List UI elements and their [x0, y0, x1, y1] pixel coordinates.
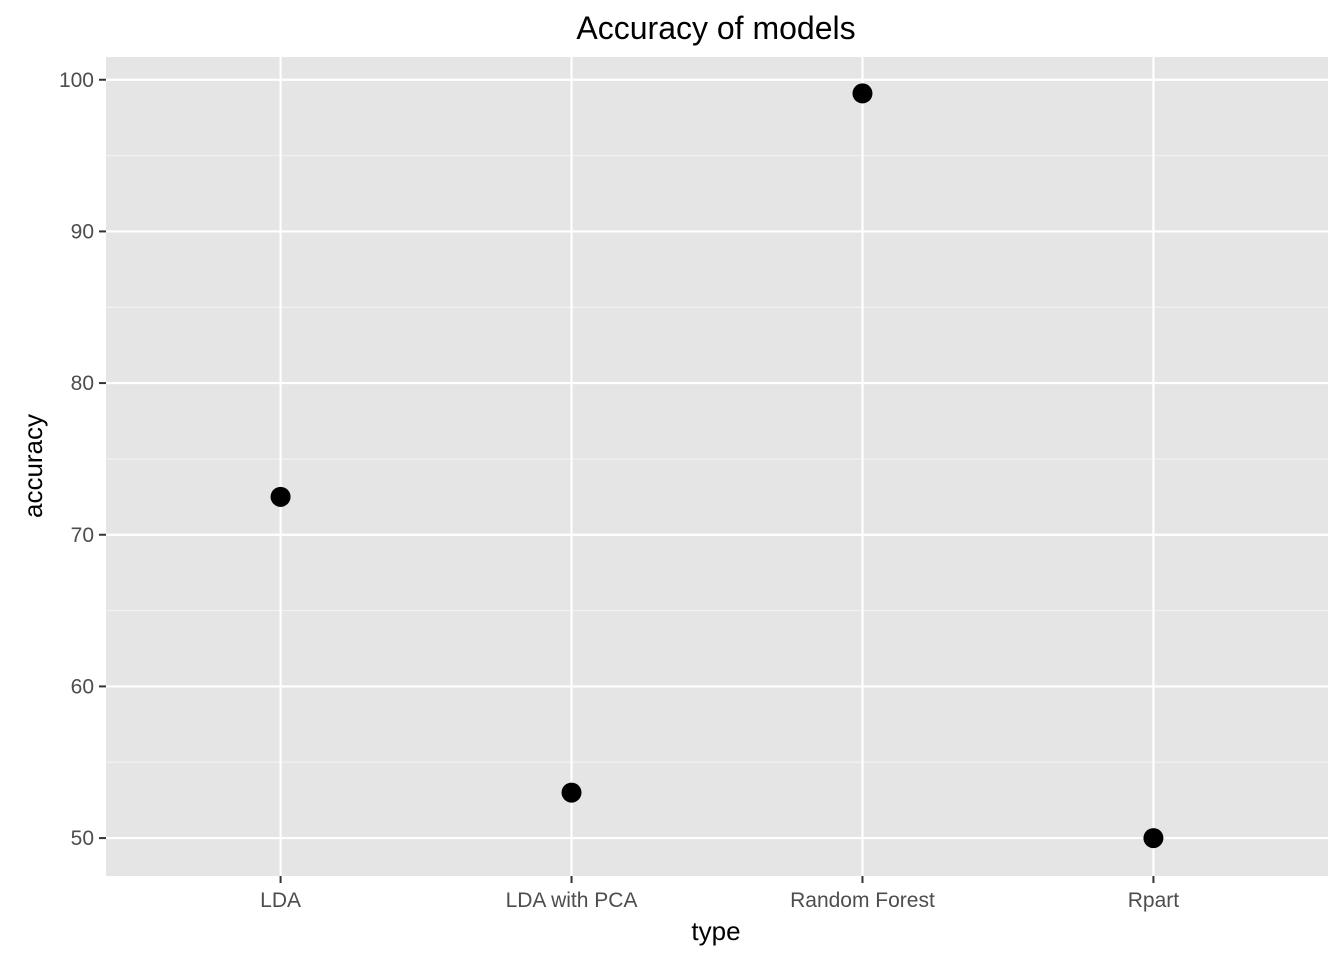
x-tick-label: LDA with PCA [506, 889, 638, 912]
plot-panel [106, 57, 1328, 876]
chart-title: Accuracy of models [576, 10, 855, 46]
data-points [270, 83, 1164, 849]
data-point [852, 83, 873, 104]
y-tick-label: 100 [59, 69, 94, 92]
data-point [561, 782, 582, 803]
y-tick-label: 60 [71, 675, 94, 698]
y-axis-title: accuracy [18, 414, 48, 518]
y-axis: 50 60 70 80 90 100 [59, 69, 106, 850]
data-point [270, 486, 291, 507]
major-gridlines [106, 57, 1328, 876]
y-tick-label: 80 [71, 372, 94, 395]
y-tick-label: 50 [71, 827, 94, 850]
x-tick-label: Rpart [1128, 889, 1180, 912]
data-point [1143, 828, 1164, 849]
minor-gridlines [106, 154, 1328, 763]
x-tick-label: LDA [260, 889, 301, 912]
x-axis-title: type [691, 916, 740, 946]
x-axis: LDA LDA with PCA Random Forest Rpart [260, 876, 1179, 912]
y-tick-label: 70 [71, 524, 94, 547]
x-tick-label: Random Forest [790, 889, 935, 912]
y-tick-label: 90 [71, 220, 94, 243]
